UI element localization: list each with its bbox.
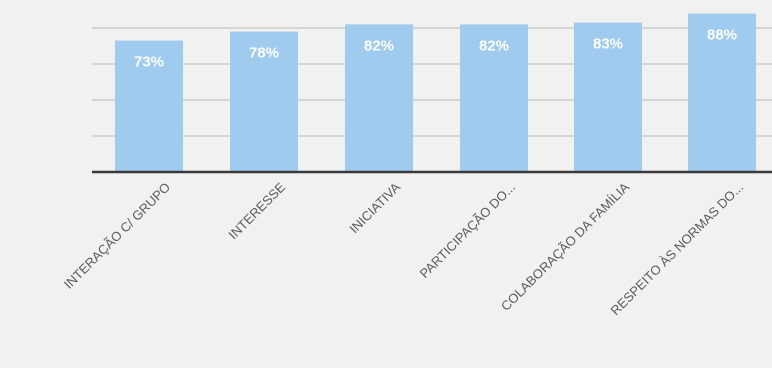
x-tick-label: COLABORAÇÃO DA FAMÍLIA	[498, 179, 632, 313]
bar	[230, 31, 298, 172]
x-tick-label: RESPEITO ÀS NORMAS DO...	[607, 180, 746, 319]
bar	[688, 13, 756, 172]
data-label: 82%	[364, 37, 394, 54]
data-label: 83%	[593, 36, 623, 53]
bars	[115, 13, 756, 173]
x-tick-label: INICIATIVA	[346, 179, 403, 236]
data-label: 73%	[134, 54, 164, 71]
bar	[345, 24, 413, 173]
data-labels: 73% 78% 82% 82% 83% 88%	[134, 27, 737, 71]
bar	[460, 24, 528, 173]
data-label: 82%	[479, 37, 509, 54]
x-tick-label: INTERAÇÃO C/ GRUPO	[61, 180, 173, 292]
data-label: 88%	[707, 27, 737, 44]
gridlines	[92, 27, 772, 137]
x-tick-label: INTERESSE	[225, 179, 288, 242]
data-label: 78%	[249, 45, 279, 62]
x-tick-label: PARTICIPAÇÃO DO...	[417, 180, 519, 282]
bar	[574, 22, 642, 172]
bar	[115, 40, 183, 172]
x-tick-labels: INTERAÇÃO C/ GRUPO INTERESSE INICIATIVA PAR…	[61, 179, 746, 318]
